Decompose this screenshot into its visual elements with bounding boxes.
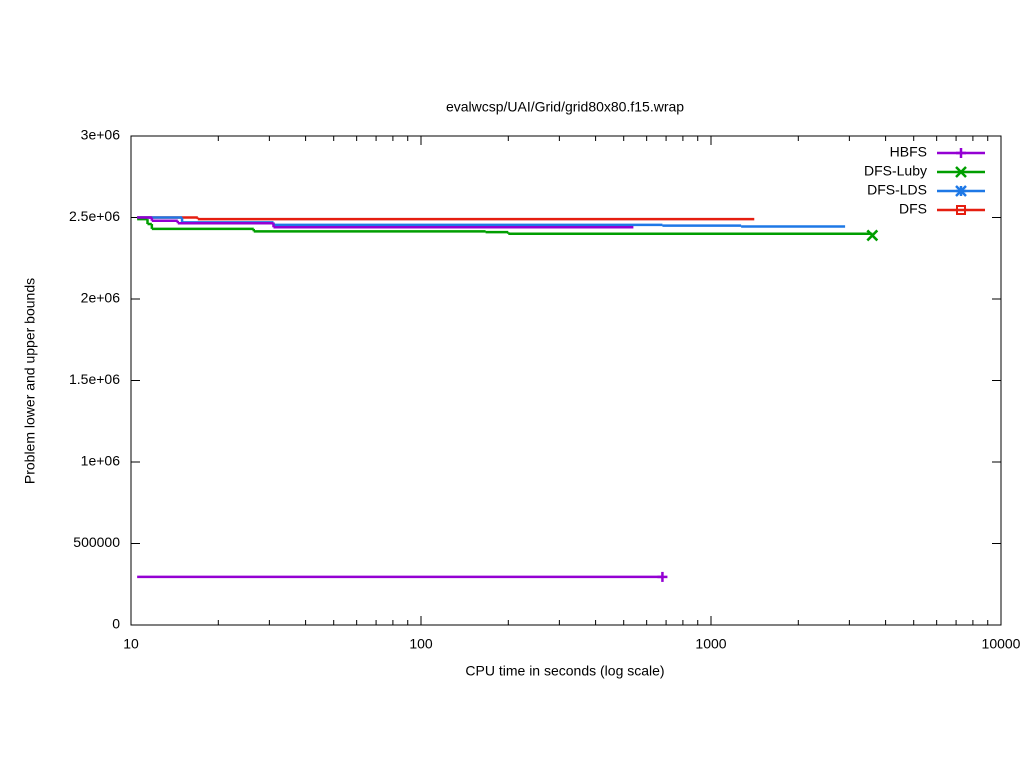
legend-label: DFS-Luby bbox=[864, 163, 927, 179]
marker bbox=[657, 571, 668, 582]
y-tick-label: 1e+06 bbox=[81, 453, 121, 469]
legend-label: HBFS bbox=[890, 144, 927, 160]
marker bbox=[955, 185, 967, 197]
marker bbox=[956, 148, 966, 158]
plot-frame bbox=[130, 135, 1002, 626]
y-tick-label: 3e+06 bbox=[81, 127, 121, 143]
y-tick-label: 2e+06 bbox=[81, 290, 121, 306]
x-axis-label: CPU time in seconds (log scale) bbox=[465, 663, 664, 679]
marker bbox=[956, 205, 966, 215]
chart-title: evalwcsp/UAI/Grid/grid80x80.f15.wrap bbox=[446, 99, 684, 115]
marker bbox=[866, 229, 879, 242]
y-tick-label: 0 bbox=[112, 616, 120, 632]
marker bbox=[955, 166, 967, 178]
legend-label: DFS bbox=[899, 201, 927, 217]
y-axis-label: Problem lower and upper bounds bbox=[22, 278, 38, 484]
x-tick-label: 10000 bbox=[982, 636, 1021, 652]
y-tick-label: 2.5e+06 bbox=[69, 208, 120, 224]
x-tick-label: 10 bbox=[123, 636, 139, 652]
y-tick-label: 500000 bbox=[73, 534, 120, 550]
x-tick-label: 1000 bbox=[695, 636, 726, 652]
legend-label: DFS-LDS bbox=[867, 182, 927, 198]
x-tick-label: 100 bbox=[409, 636, 433, 652]
y-tick-label: 1.5e+06 bbox=[69, 371, 120, 387]
